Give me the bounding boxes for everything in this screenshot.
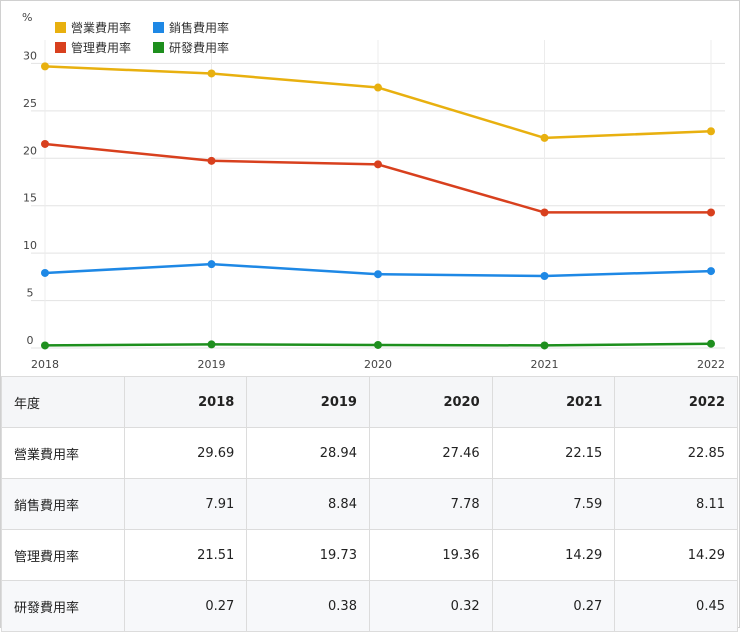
- legend-label: 營業費用率: [71, 20, 131, 35]
- table-cell: 7.91: [123, 478, 248, 530]
- table-cell: 14.29: [491, 529, 616, 581]
- legend-swatch: [153, 42, 164, 53]
- row-label: 銷售費用率: [1, 478, 125, 530]
- table-cell: 27.46: [368, 427, 493, 479]
- row-label: 營業費用率: [1, 427, 125, 479]
- legend-item[interactable]: 銷售費用率: [153, 20, 229, 35]
- table-header-year: 2019: [246, 376, 370, 428]
- data-point[interactable]: [540, 272, 549, 281]
- legend-swatch: [153, 22, 164, 33]
- data-point[interactable]: [707, 267, 715, 276]
- data-point[interactable]: [540, 341, 549, 350]
- table-cell: 7.78: [368, 478, 493, 530]
- x-tick-label: 2021: [531, 358, 559, 371]
- table-header-year: 2022: [614, 376, 738, 428]
- table-row: 銷售費用率 7.91 8.84 7.78 7.59 8.11: [1, 478, 738, 530]
- table-cell: 22.15: [491, 427, 616, 479]
- legend-swatch: [55, 42, 66, 53]
- legend-item[interactable]: 研發費用率: [153, 40, 229, 55]
- data-point[interactable]: [207, 69, 216, 78]
- table-cell: 8.84: [246, 478, 370, 530]
- data-point[interactable]: [207, 260, 216, 269]
- table-cell: 0.32: [368, 580, 493, 632]
- table-cell: 21.51: [123, 529, 248, 581]
- data-point[interactable]: [540, 133, 549, 142]
- table-header-year: 2018: [123, 376, 248, 428]
- data-point[interactable]: [707, 127, 715, 136]
- row-label: 研發費用率: [1, 580, 125, 632]
- data-point[interactable]: [374, 83, 382, 92]
- table-cell: 29.69: [123, 427, 248, 479]
- table-row: 研發費用率 0.27 0.38 0.32 0.27 0.45: [1, 580, 738, 632]
- table-cell: 0.45: [614, 580, 738, 632]
- table-header-row: 年度 2018 2019 2020 2021 2022: [1, 376, 738, 428]
- chart-grid: [31, 40, 725, 349]
- table-cell: 22.85: [614, 427, 738, 479]
- y-tick-label: 20: [23, 144, 37, 157]
- table-cell: 14.29: [614, 529, 738, 581]
- y-tick-label: 30: [23, 49, 37, 62]
- row-label: 管理費用率: [1, 529, 125, 581]
- data-point[interactable]: [374, 270, 382, 279]
- y-tick-label: 25: [23, 97, 37, 110]
- legend-item[interactable]: 管理費用率: [55, 40, 131, 55]
- data-point[interactable]: [707, 339, 715, 348]
- table-cell: 28.94: [246, 427, 370, 479]
- legend-label: 銷售費用率: [169, 20, 229, 35]
- table-row: 管理費用率 21.51 19.73 19.36 14.29 14.29: [1, 529, 738, 581]
- table-cell: 0.38: [246, 580, 370, 632]
- y-tick-label: 15: [23, 192, 37, 205]
- y-tick-label: 0: [27, 334, 34, 347]
- legend-label: 管理費用率: [71, 40, 131, 55]
- table-cell: 0.27: [491, 580, 616, 632]
- table-header-year: 2021: [491, 376, 616, 428]
- x-tick-label: 2020: [364, 358, 392, 371]
- x-tick-label: 2019: [198, 358, 226, 371]
- data-table: 年度 2018 2019 2020 2021 2022 營業費用率 29.69 …: [1, 376, 738, 632]
- data-point[interactable]: [41, 268, 49, 277]
- data-point[interactable]: [374, 160, 382, 169]
- line-chart: % 0 5 10 15 20 25 30 2018 2019 2020 2021 2022 營業費用…: [22, 11, 725, 371]
- x-tick-label: 2022: [697, 358, 725, 371]
- y-axis-unit-label: %: [22, 11, 32, 24]
- table-row: 營業費用率 29.69 28.94 27.46 22.15 22.85: [1, 427, 738, 479]
- table-cell: 7.59: [491, 478, 616, 530]
- table-header-year: 2020: [368, 376, 493, 428]
- data-point[interactable]: [707, 208, 715, 217]
- series-points: [41, 62, 715, 350]
- y-axis-ticks: 0 5 10 15 20 25 30: [23, 49, 37, 347]
- y-tick-label: 5: [27, 287, 34, 300]
- data-point[interactable]: [41, 341, 49, 350]
- x-tick-label: 2018: [31, 358, 59, 371]
- legend-item[interactable]: 營業費用率: [55, 20, 131, 35]
- data-point[interactable]: [540, 208, 549, 217]
- y-tick-label: 10: [23, 239, 37, 252]
- table-header-label: 年度: [1, 376, 125, 428]
- table-cell: 19.36: [368, 529, 493, 581]
- table-cell: 19.73: [246, 529, 370, 581]
- legend-label: 研發費用率: [169, 40, 229, 55]
- data-point[interactable]: [41, 62, 49, 71]
- data-point[interactable]: [374, 340, 382, 349]
- legend-swatch: [55, 22, 66, 33]
- data-point[interactable]: [207, 340, 216, 349]
- data-point[interactable]: [207, 156, 216, 165]
- x-axis-ticks: 2018 2019 2020 2021 2022: [31, 358, 725, 371]
- table-cell: 8.11: [614, 478, 738, 530]
- data-point[interactable]: [41, 139, 49, 148]
- table-cell: 0.27: [123, 580, 248, 632]
